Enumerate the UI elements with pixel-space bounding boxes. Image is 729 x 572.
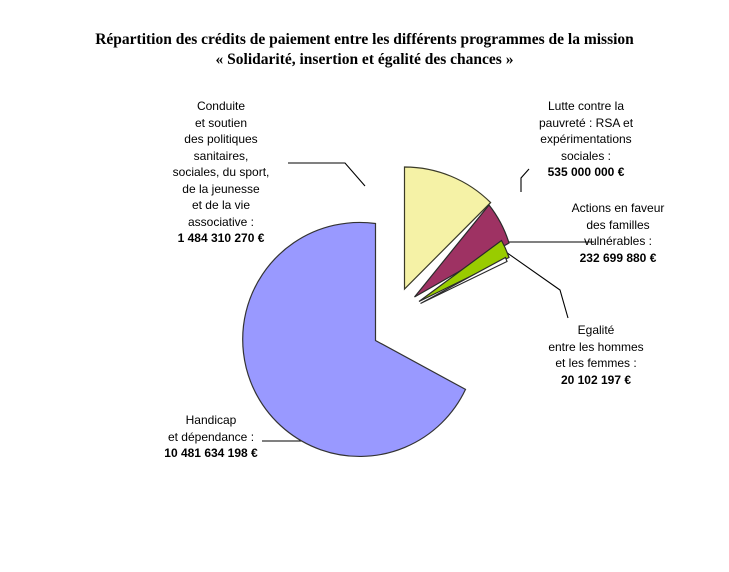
label-egalite: Egalité entre les hommes et les femmes :… [516,322,676,388]
label-actions: Actions en faveur des familles vulnérabl… [538,200,698,266]
label-lutte-line-2: pauvreté : RSA et [538,115,634,130]
label-conduite-line-2: et soutien [194,115,248,130]
leader-line-conduite [288,162,366,187]
label-egalite-line-1: Egalité [577,323,615,337]
label-actions-line-2: des familles [586,217,650,232]
label-actions-line-3: vulnérables : [583,234,653,248]
chart-title-line-1: Répartition des crédits de paiement entr… [95,31,634,48]
pie-slice-handicap[interactable] [242,221,467,458]
pie-slice-actions[interactable] [418,239,510,303]
label-conduite-line-7: et de la vie [191,198,251,212]
label-conduite-line-4: sanitaires, [193,148,249,163]
label-conduite-line-5: sociales, du sport, [172,165,270,179]
pie-slice-egalite[interactable] [420,256,508,305]
chart-title: Répartition des crédits de paiement entr… [0,30,729,70]
label-conduite-line-6: de la jeunesse [182,181,260,196]
label-lutte-line-3: expérimentations [540,132,632,146]
label-lutte: Lutte contre la pauvreté : RSA et expéri… [506,98,666,181]
label-actions-line-1: Actions en faveur [571,201,665,215]
label-handicap: Handicap et dépendance : 10 481 634 198 … [118,412,304,462]
label-conduite-line-3: des politiques [184,132,258,146]
label-egalite-line-3: et les femmes : [555,356,637,370]
label-handicap-line-2: et dépendance : [167,429,255,444]
leader-lines [262,162,594,442]
chart-title-line-2: « Solidarité, insertion et égalité des c… [215,51,514,68]
pie-slice-conduite[interactable] [403,166,492,291]
label-lutte-line-4: sociales : [560,148,612,163]
label-conduite: Conduite et soutien des politiques sanit… [128,98,314,247]
label-lutte-line-1: Lutte contre la [547,99,625,113]
leader-line-lutte [520,168,530,192]
pie-slice-lutte[interactable] [414,204,510,298]
leader-line-egalite [502,249,569,319]
label-egalite-amount: 20 102 197 € [560,372,632,387]
label-actions-amount: 232 699 880 € [579,250,657,265]
label-lutte-amount: 535 000 000 € [547,165,625,179]
label-conduite-amount: 1 484 310 270 € [177,231,265,245]
label-conduite-line-1: Conduite [196,99,246,113]
label-handicap-line-1: Handicap [185,413,237,427]
label-handicap-amount: 10 481 634 198 € [164,446,258,460]
label-egalite-line-2: entre les hommes [548,339,644,354]
label-conduite-line-8: associative : [187,214,255,229]
